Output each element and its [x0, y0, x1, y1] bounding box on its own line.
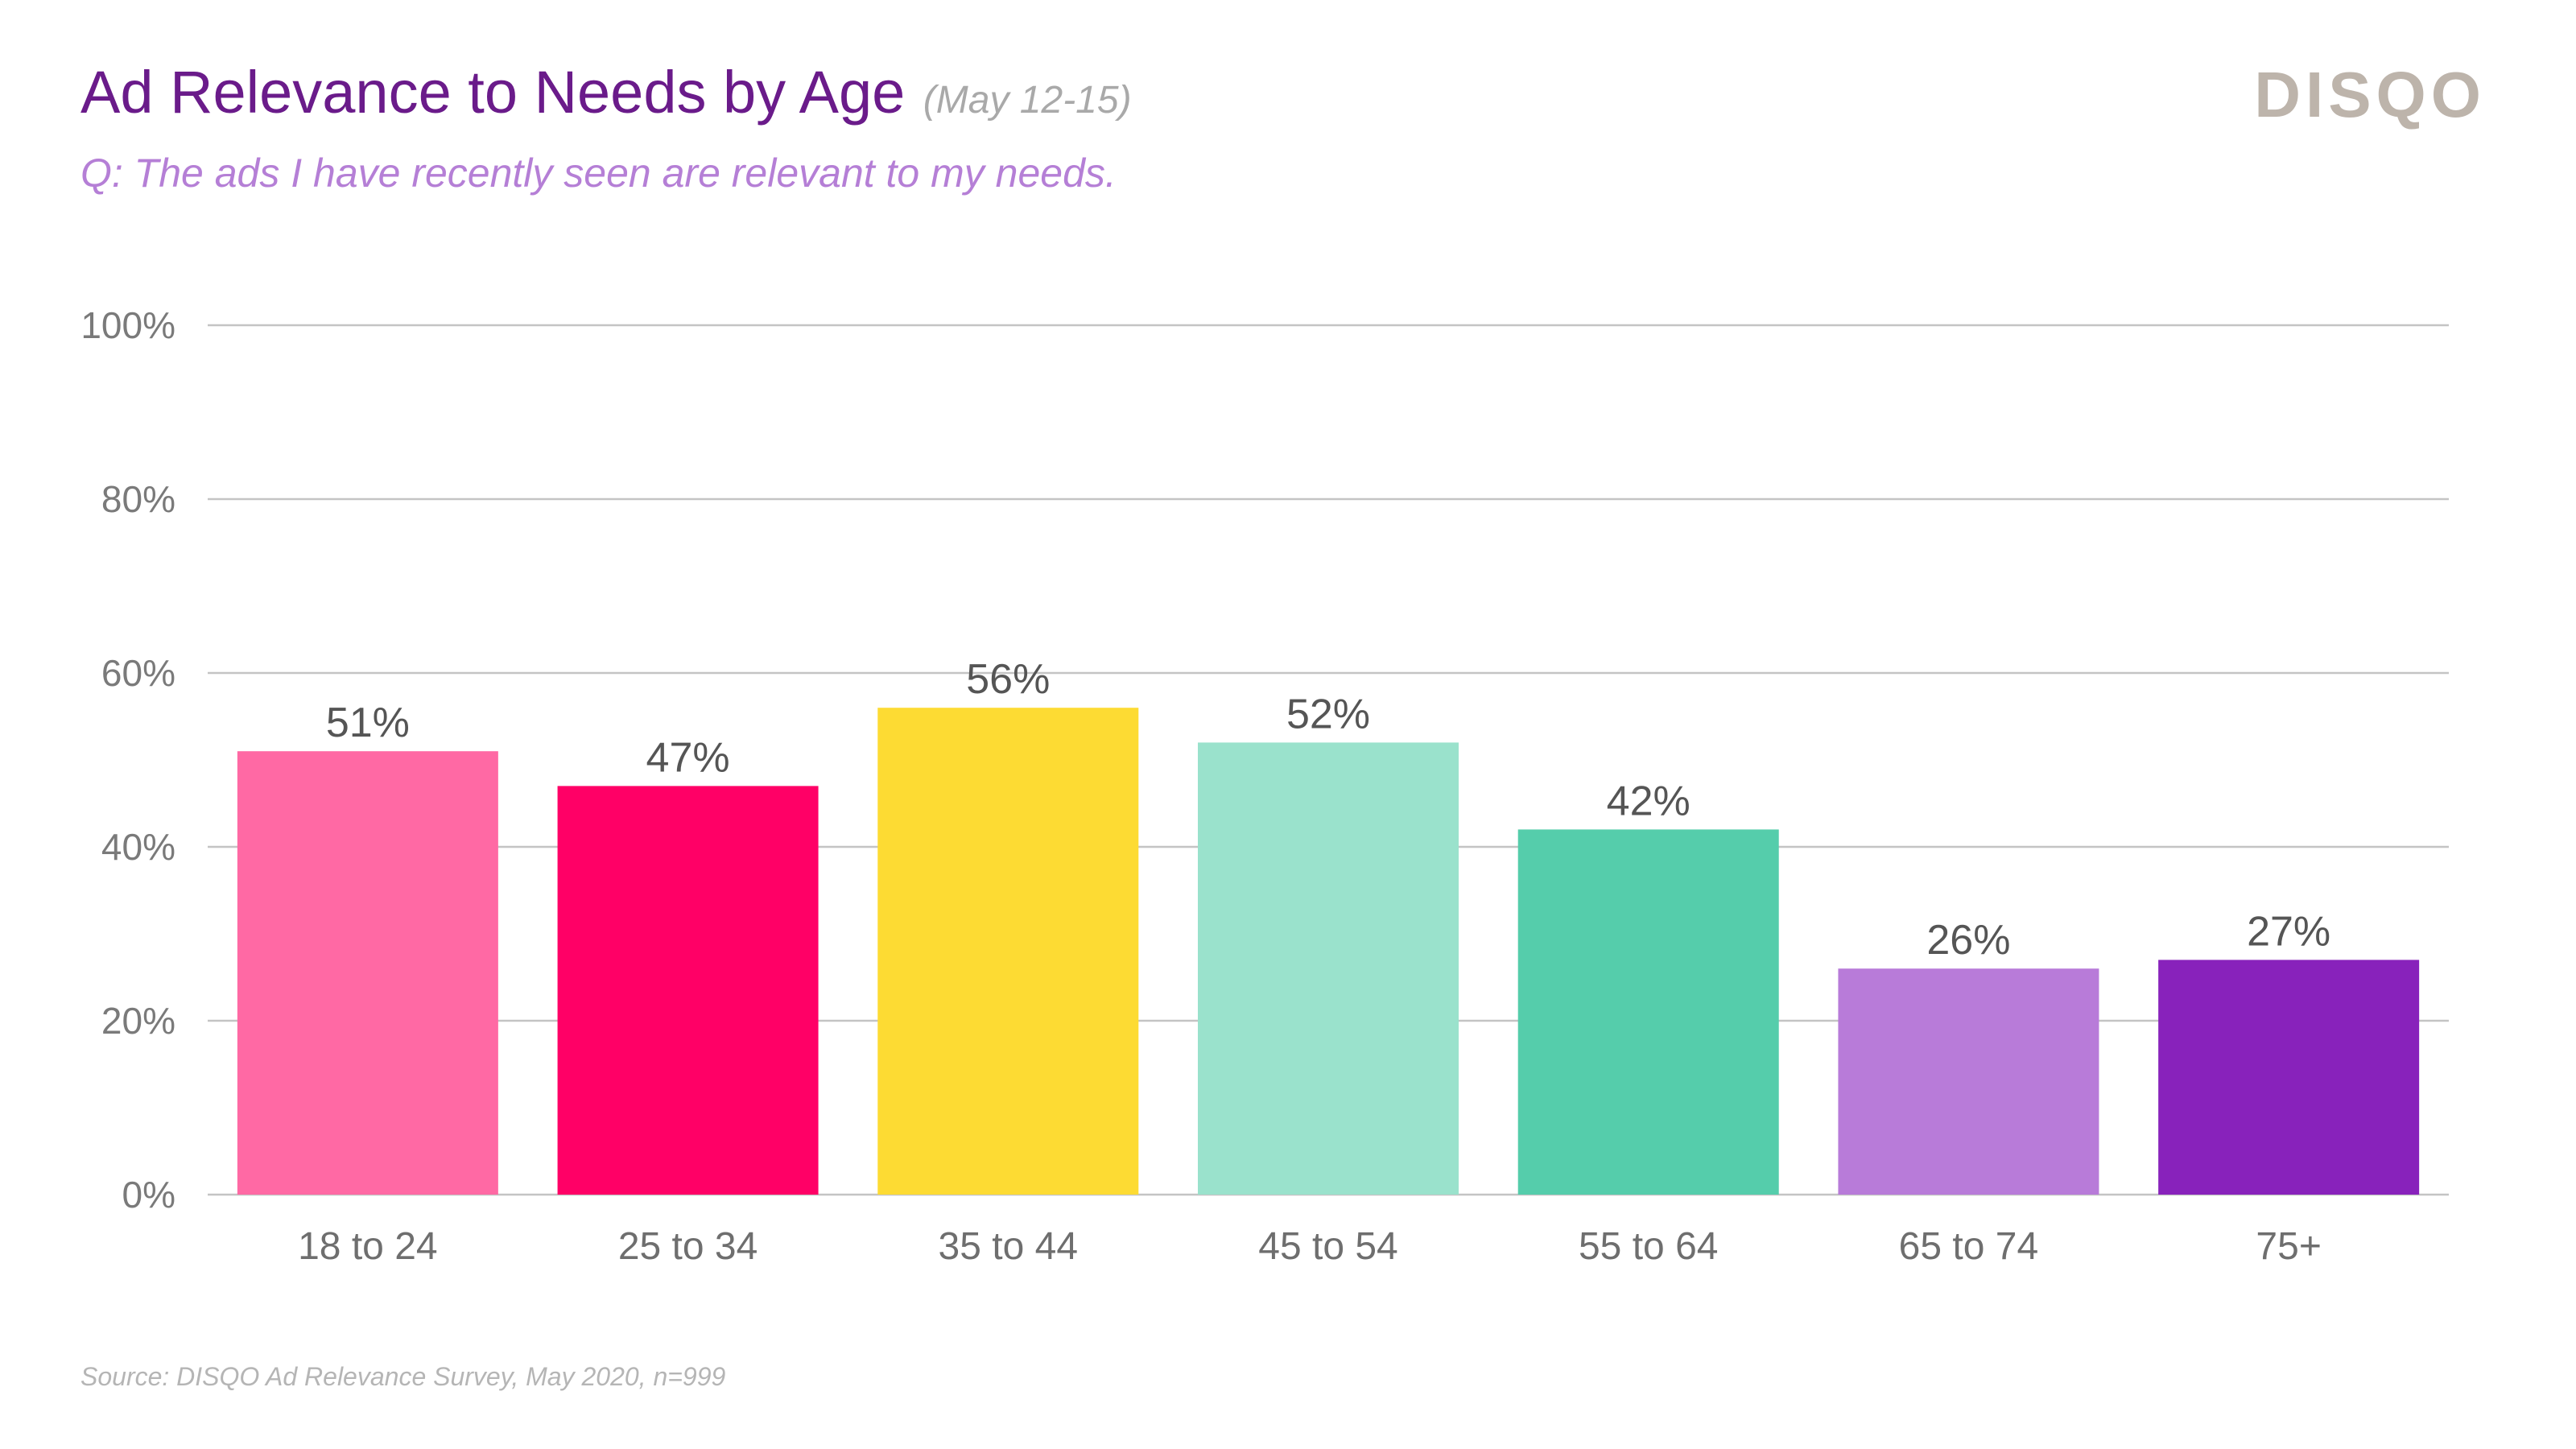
data-label: 26%: [1926, 917, 2010, 964]
data-label: 27%: [2247, 908, 2330, 955]
y-tick-label: 60%: [101, 652, 175, 694]
bar: [237, 751, 498, 1195]
bar: [877, 708, 1139, 1195]
x-tick-label: 25 to 34: [618, 1225, 758, 1268]
y-tick-label: 100%: [80, 304, 175, 346]
bar: [2158, 960, 2420, 1195]
data-label: 52%: [1286, 691, 1370, 737]
x-tick-label: 65 to 74: [1899, 1225, 2038, 1268]
chart-title: Ad Relevance to Needs by Age: [80, 59, 906, 126]
value-labels: 51% 47% 56% 52% 42% 26% 27%: [326, 656, 2330, 964]
y-tick-label: 0%: [122, 1174, 175, 1216]
y-tick-label: 40%: [101, 826, 175, 868]
y-tick-label: 20%: [101, 1000, 175, 1042]
chart-subtitle: Q: The ads I have recently seen are rele…: [80, 151, 1117, 196]
disqo-logo: DISQO: [2254, 59, 2486, 130]
x-tick-label: 75+: [2256, 1225, 2321, 1268]
x-tick-label: 55 to 64: [1579, 1225, 1718, 1268]
x-tick-label: 35 to 44: [939, 1225, 1078, 1268]
data-label: 51%: [326, 700, 410, 746]
y-axis-ticks: 0% 20% 40% 60% 80% 100%: [80, 304, 175, 1216]
bar: [1198, 742, 1459, 1195]
x-axis-categories: 18 to 24 25 to 34 35 to 44 45 to 54 55 to 64…: [298, 1225, 2322, 1268]
title-row: Ad Relevance to Needs by Age (May 12-15): [80, 58, 1132, 126]
source-note: Source: DISQO Ad Relevance Survey, May 2…: [80, 1362, 726, 1391]
chart-date-range: (May 12-15): [923, 79, 1132, 122]
bars: [237, 708, 2420, 1195]
data-label: 56%: [966, 656, 1050, 703]
x-tick-label: 45 to 54: [1258, 1225, 1397, 1268]
data-label: 42%: [1607, 778, 1690, 824]
data-label: 47%: [646, 734, 730, 781]
x-tick-label: 18 to 24: [298, 1225, 437, 1268]
bar: [557, 786, 819, 1195]
y-tick-label: 80%: [101, 478, 175, 520]
bar: [1838, 968, 2099, 1195]
bar: [1517, 829, 1779, 1195]
